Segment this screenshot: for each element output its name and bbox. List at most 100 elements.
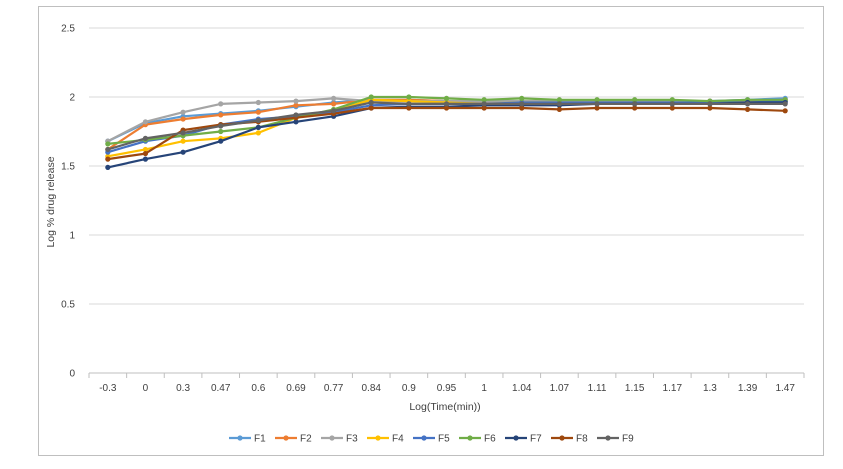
data-point bbox=[218, 112, 224, 118]
data-point bbox=[105, 156, 111, 162]
legend-label: F4 bbox=[392, 434, 404, 445]
data-point bbox=[519, 101, 525, 107]
data-point bbox=[368, 105, 374, 111]
legend-swatch-marker bbox=[375, 435, 381, 441]
data-point bbox=[105, 164, 111, 170]
x-tick-label: 0.47 bbox=[211, 383, 231, 394]
y-tick-label: 0.5 bbox=[61, 300, 75, 311]
data-point bbox=[142, 119, 149, 125]
data-point bbox=[218, 101, 224, 107]
legend-swatch-marker bbox=[605, 435, 611, 441]
data-point bbox=[556, 97, 562, 103]
legend-swatch-marker bbox=[283, 435, 289, 441]
y-tick-label: 1.5 bbox=[61, 162, 75, 173]
x-tick-label: 1.04 bbox=[512, 383, 532, 394]
legend-item-f1: F1 bbox=[229, 434, 266, 445]
data-point bbox=[255, 99, 261, 106]
data-point bbox=[669, 101, 675, 107]
x-tick-label: 0.3 bbox=[176, 383, 190, 394]
data-point bbox=[180, 116, 186, 122]
data-point bbox=[180, 130, 186, 136]
data-point bbox=[293, 119, 299, 125]
data-point bbox=[331, 101, 337, 107]
gridlines bbox=[89, 27, 804, 305]
legend-item-f7: F7 bbox=[505, 434, 542, 445]
data-point bbox=[632, 97, 638, 103]
data-point bbox=[293, 112, 299, 118]
data-point bbox=[331, 95, 337, 101]
data-point bbox=[218, 128, 224, 135]
legend-swatch-marker bbox=[329, 435, 335, 441]
series-line-f7 bbox=[107, 101, 786, 169]
data-point bbox=[556, 101, 562, 107]
data-point bbox=[632, 101, 638, 107]
legend-swatch-marker bbox=[559, 435, 565, 441]
line-chart: 0 0.5 1 1.5 2 2.5 -0.3 0 0.3 0.47 0.6 0.69 0.77 0.84 0… bbox=[45, 24, 805, 445]
data-point bbox=[632, 105, 638, 111]
data-point bbox=[481, 97, 487, 103]
legend-label: F1 bbox=[254, 434, 266, 445]
data-point bbox=[782, 101, 788, 107]
data-point bbox=[519, 95, 525, 101]
legend-item-f2: F2 bbox=[275, 434, 312, 445]
data-point bbox=[180, 149, 186, 155]
data-point bbox=[255, 117, 261, 124]
data-point bbox=[368, 99, 374, 106]
legend-label: F3 bbox=[346, 434, 358, 445]
x-tick-label: 0 bbox=[143, 383, 149, 394]
legend-swatch-marker bbox=[237, 435, 243, 441]
data-point bbox=[255, 130, 261, 136]
data-point bbox=[406, 105, 412, 111]
data-point bbox=[594, 101, 600, 107]
x-tick-label: 1.11 bbox=[588, 383, 607, 394]
data-point bbox=[443, 95, 450, 101]
data-point bbox=[744, 106, 751, 113]
x-tick-label: 0.69 bbox=[286, 383, 306, 394]
y-axis-title: Log % drug release bbox=[45, 156, 57, 247]
x-tick-label: 0.95 bbox=[437, 383, 457, 394]
data-point bbox=[142, 150, 149, 157]
data-point bbox=[594, 97, 600, 103]
legend-label: F9 bbox=[622, 434, 634, 445]
data-point bbox=[481, 101, 487, 107]
legend-label: F8 bbox=[576, 434, 588, 445]
data-point bbox=[406, 101, 412, 107]
data-point bbox=[255, 109, 261, 115]
x-tick-label: 0.77 bbox=[324, 383, 344, 394]
legend-item-f8: F8 bbox=[551, 434, 588, 445]
data-point bbox=[669, 97, 675, 103]
x-tick-label: -0.3 bbox=[99, 383, 117, 394]
y-tick-label: 1 bbox=[69, 231, 75, 242]
legend-swatch-marker bbox=[421, 435, 427, 441]
data-point bbox=[707, 101, 713, 107]
series-lines bbox=[105, 94, 788, 170]
data-point bbox=[481, 105, 487, 111]
x-tick-label: 1.39 bbox=[738, 383, 758, 394]
legend-label: F7 bbox=[530, 434, 542, 445]
data-point bbox=[218, 138, 224, 144]
data-point bbox=[443, 105, 450, 111]
data-point bbox=[142, 146, 149, 153]
legend: F1 F2 F3 F4 F5 F6 F7 F8 F9 bbox=[229, 434, 634, 445]
legend-item-f3: F3 bbox=[321, 434, 358, 445]
x-tick-label: 1 bbox=[481, 383, 487, 394]
x-tick-label: 1.17 bbox=[663, 383, 683, 394]
x-tick-label: 1.3 bbox=[703, 383, 717, 394]
legend-label: F5 bbox=[438, 434, 450, 445]
x-tick-label: 0.9 bbox=[402, 383, 416, 394]
x-tick-label: 0.84 bbox=[362, 383, 382, 394]
data-point bbox=[406, 94, 412, 100]
legend-label: F6 bbox=[484, 434, 496, 445]
series-f9 bbox=[105, 99, 788, 153]
legend-swatch-marker bbox=[513, 435, 519, 441]
data-point bbox=[293, 98, 299, 104]
data-point bbox=[142, 156, 149, 162]
x-tick-label: 1.47 bbox=[775, 383, 795, 394]
data-point bbox=[782, 108, 788, 114]
data-point bbox=[331, 108, 337, 114]
x-axis-title: Log(Time(min)) bbox=[409, 401, 480, 413]
data-point bbox=[180, 109, 186, 115]
data-point bbox=[180, 138, 186, 144]
legend-item-f5: F5 bbox=[413, 434, 450, 445]
axes: 0 0.5 1 1.5 2 2.5 -0.3 0 0.3 0.47 0.6 0.69 0.77 0.84 0… bbox=[61, 24, 805, 394]
